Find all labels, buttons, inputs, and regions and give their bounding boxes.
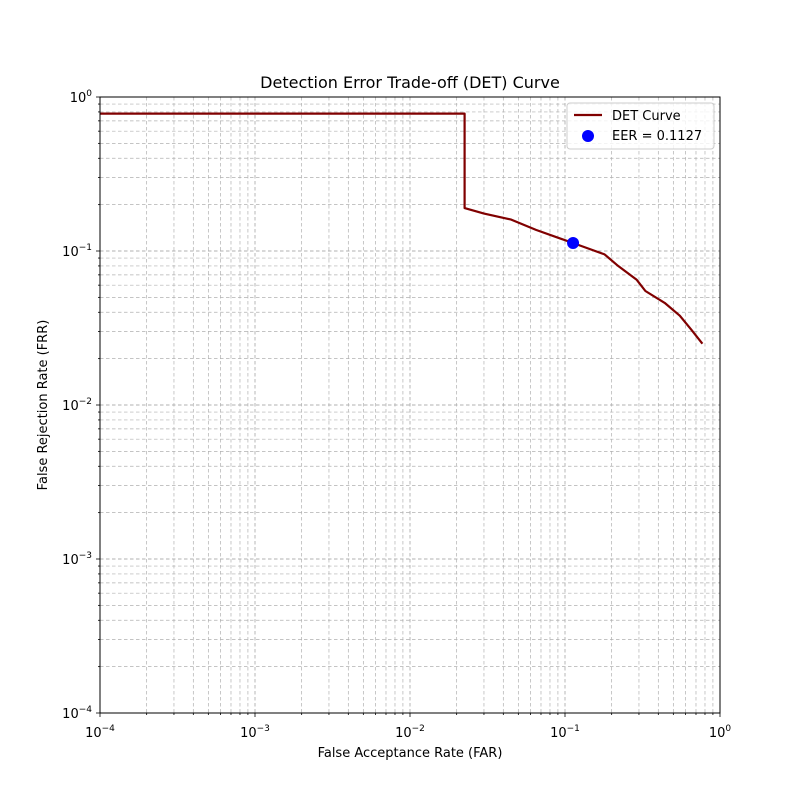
x-tick-label: 100 — [709, 724, 732, 741]
y-axis-label: False Rejection Rate (FRR) — [36, 320, 51, 491]
legend-label-det-curve: DET Curve — [612, 109, 681, 124]
x-axis-label: False Acceptance Rate (FAR) — [318, 746, 503, 761]
eer-point — [567, 237, 580, 250]
grid-layer — [99, 96, 721, 714]
y-tick-label: 10−4 — [62, 705, 92, 722]
x-tick-label: 10−4 — [85, 724, 115, 741]
y-tick-label: 10−2 — [62, 397, 92, 414]
tick-layer: 10−4 10−3 10−2 10−1 100 10−4 10−3 10−2 10−1 100 — [62, 89, 731, 741]
y-tick-label: 100 — [70, 89, 93, 106]
x-tick-label: 10−2 — [395, 724, 425, 741]
x-tick-label: 10−3 — [240, 724, 270, 741]
legend-label-eer: EER = 0.1127 — [612, 129, 702, 144]
y-tick-label: 10−3 — [62, 551, 92, 568]
legend-box — [566, 102, 715, 150]
det-curve-line — [100, 112, 704, 345]
series-layer — [100, 112, 704, 345]
x-tick-label: 10−1 — [550, 724, 580, 741]
legend: DET Curve EER = 0.1127 — [566, 102, 715, 150]
chart-title: Detection Error Trade-off (DET) Curve — [260, 73, 560, 92]
y-tick-label: 10−1 — [62, 243, 92, 260]
legend-marker-swatch — [582, 130, 594, 142]
